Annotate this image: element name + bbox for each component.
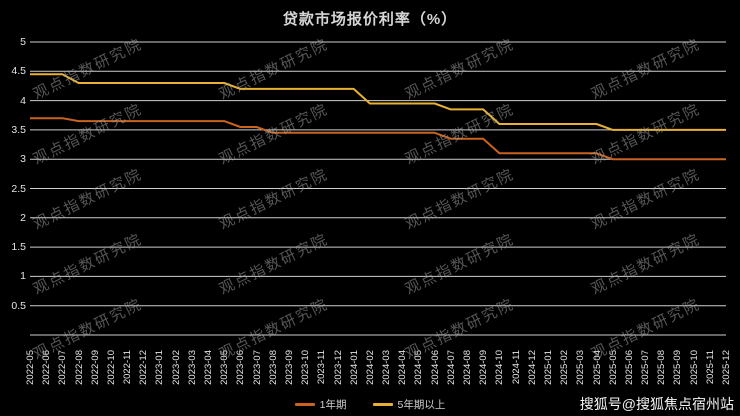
legend-swatch-5year xyxy=(372,403,393,406)
legend-label-1year: 1年期 xyxy=(319,399,347,411)
legend-item-5year: 5年期以上 xyxy=(372,397,446,412)
legend-label-5year: 5年期以上 xyxy=(397,399,446,411)
series-line-0 xyxy=(30,117,726,161)
sohu-watermark: 搜狐号@搜狐焦点宿州站 xyxy=(579,396,734,412)
legend-swatch-1year xyxy=(294,403,315,406)
series-line-1 xyxy=(30,73,726,131)
chart-title: 贷款市场报价利率（%） xyxy=(282,11,458,28)
legend-item-1year: 1年期 xyxy=(294,397,347,412)
legend: 1年期 5年期以上 xyxy=(0,397,740,412)
